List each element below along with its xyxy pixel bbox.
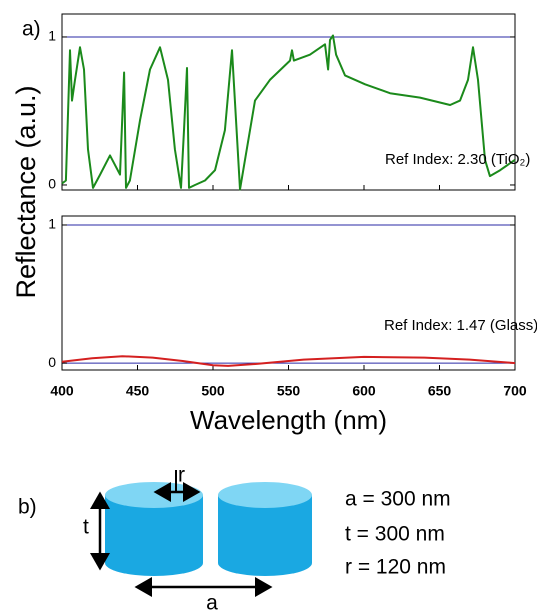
- y-tick-label: 0: [48, 354, 56, 370]
- r-label: r: [178, 464, 185, 487]
- data-line: [61, 34, 516, 191]
- data-line: [61, 355, 516, 367]
- x-axis-label: Wavelength (nm): [190, 405, 387, 435]
- y-tick-label: 1: [48, 216, 56, 232]
- y-tick-label: 0: [48, 176, 56, 192]
- panel-label: b): [18, 496, 37, 519]
- x-tick-label: 450: [126, 383, 150, 399]
- t-label: t: [83, 516, 89, 539]
- cylinder: [105, 482, 203, 576]
- y-tick-label: 1: [48, 28, 56, 44]
- x-tick-label: 650: [428, 383, 452, 399]
- diagram: b) r t a a = 300 nm t = 300 nm r = 120 n…: [18, 464, 451, 615]
- y-axis-label: Reflectance (a.u.): [11, 85, 41, 298]
- x-tick-label: 500: [201, 383, 225, 399]
- parameter: t = 300 nm: [345, 523, 445, 546]
- x-tick-label: 700: [503, 383, 527, 399]
- panel-label: a): [22, 18, 41, 41]
- annotation: Ref Index: 2.30 (TiO₂): [385, 151, 530, 168]
- plot-frame: [61, 215, 516, 371]
- annotation: Ref Index: 1.47 (Glass): [384, 317, 537, 334]
- a-label: a: [206, 592, 218, 615]
- cylinder: [218, 482, 312, 576]
- x-tick-label: 400: [50, 383, 74, 399]
- parameter: r = 120 nm: [345, 556, 446, 579]
- x-tick-label: 600: [352, 383, 376, 399]
- parameter: a = 300 nm: [345, 488, 451, 511]
- x-tick-label: 550: [277, 383, 301, 399]
